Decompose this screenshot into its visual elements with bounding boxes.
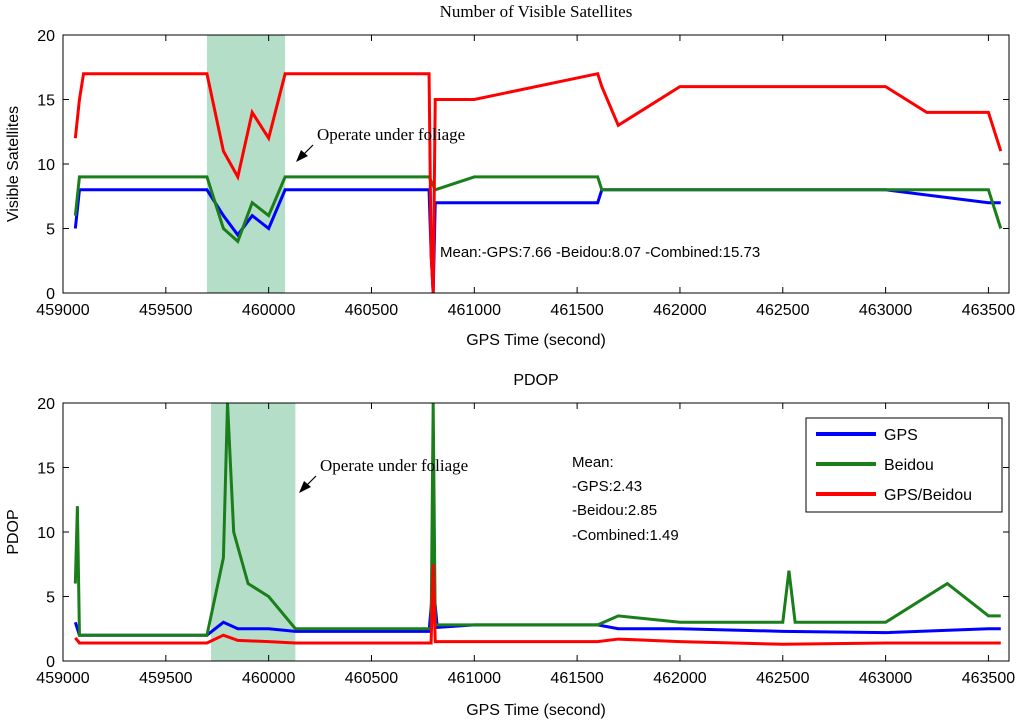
satellites-ytick-label: 15: [37, 93, 55, 110]
legend-label-gps: GPS: [884, 427, 918, 444]
pdop-ytick-label: 20: [37, 396, 55, 413]
satellites-xtick-label: 459500: [139, 302, 192, 319]
pdop-mean-beidou: -Beidou:2.85: [572, 502, 657, 519]
satellites-xtick-label: 459000: [36, 302, 89, 319]
pdop-foliage-annotation: Operate under foliage: [320, 456, 468, 475]
pdop-xtick-label: 463000: [859, 670, 912, 687]
pdop-series-combined: [74, 564, 1001, 646]
pdop-foliage-arrow: [299, 475, 317, 493]
satellites-ytick-label: 0: [46, 286, 55, 303]
pdop-ytick-label: 10: [37, 525, 55, 542]
satellites-ylabel: Visible Satellites: [5, 106, 22, 222]
pdop-xtick-label: 460500: [345, 670, 398, 687]
pdop-xtick-label: 460000: [242, 670, 295, 687]
pdop-legend: GPS Beidou GPS/Beidou: [805, 417, 1003, 513]
satellites-ytick-label: 10: [37, 157, 55, 174]
pdop-xtick-label: 461000: [448, 670, 501, 687]
pdop-xtick-label: 459000: [36, 670, 89, 687]
pdop-ytick-label: 0: [46, 654, 55, 671]
pdop-ytick-label: 15: [37, 461, 55, 478]
satellites-mean-annotation: Mean:-GPS:7.66 -Beidou:8.07 -Combined:15…: [440, 244, 760, 261]
pdop-ytick-label: 5: [46, 590, 55, 607]
pdop-xtick-label: 461500: [550, 670, 603, 687]
satellites-xtick-label: 462000: [653, 302, 706, 319]
pdop-mean-label: Mean:: [572, 454, 614, 471]
pdop-ylabel: PDOP: [5, 509, 22, 554]
satellites-ytick-label: 5: [46, 222, 55, 239]
satellites-title: Number of Visible Satellites: [440, 2, 633, 21]
satellites-foliage-arrow: [296, 144, 314, 162]
satellites-panel: 459000 459500 460000 460500 461000 461500 4620…: [5, 2, 1015, 349]
pdop-series-beidou: [73, 402, 1001, 637]
satellites-xtick-label: 461500: [550, 302, 603, 319]
legend-label-beidou: Beidou: [884, 457, 934, 474]
pdop-xlabel: GPS Time (second): [466, 702, 606, 719]
satellites-xtick-label: 463500: [962, 302, 1015, 319]
satellites-xtick-label: 460000: [242, 302, 295, 319]
satellites-foliage-annotation: Operate under foliage: [317, 125, 465, 144]
pdop-mean-combined: -Combined:1.49: [572, 527, 679, 544]
satellites-xtick-label: 463000: [859, 302, 912, 319]
pdop-mean-gps: -GPS:2.43: [572, 478, 642, 495]
satellites-xtick-label: 462500: [756, 302, 809, 319]
satellites-xtick-label: 461000: [448, 302, 501, 319]
pdop-xtick-label: 462000: [653, 670, 706, 687]
satellites-foliage-shade: [206, 35, 286, 293]
pdop-xtick-label: 463500: [962, 670, 1015, 687]
legend-label-combined: GPS/Beidou: [884, 487, 972, 504]
pdop-title: PDOP: [513, 372, 558, 389]
satellites-xlabel: GPS Time (second): [466, 332, 606, 349]
satellites-xtick-label: 460500: [345, 302, 398, 319]
pdop-xtick-label: 462500: [756, 670, 809, 687]
pdop-panel: 459000 459500 460000 460500 461000 461500 4620…: [5, 372, 1015, 719]
satellites-ytick-label: 20: [37, 28, 55, 45]
pdop-xtick-label: 459500: [139, 670, 192, 687]
satellites-series-combined: [73, 71, 1003, 294]
